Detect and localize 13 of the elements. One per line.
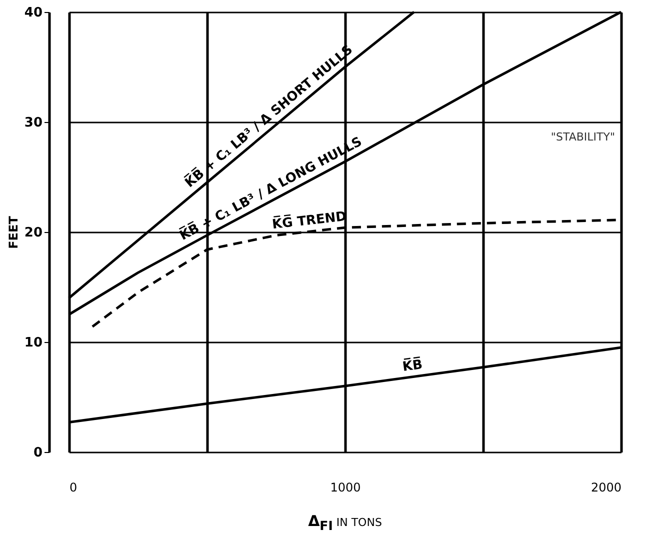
y-tick-label: 40 [24,6,42,20]
x-tick-label: 1000 [330,480,361,494]
x-tick-label: 0 [70,480,78,494]
text: K̅G̅ TREND [271,208,348,233]
x-axis-title: Δ$_{FI}$ IN TONS [307,512,383,533]
annotation: "STABILITY" [550,130,615,144]
text: K̅B̅ [402,356,424,376]
y-tick-label: 0 [33,446,42,460]
y-tick-label: 30 [24,116,42,130]
y-tick-label: 20 [24,226,42,240]
x-tick-label: 2000 [590,480,622,494]
y-tick-label: 10 [24,336,42,350]
y-axis-title: FEET [6,215,20,249]
